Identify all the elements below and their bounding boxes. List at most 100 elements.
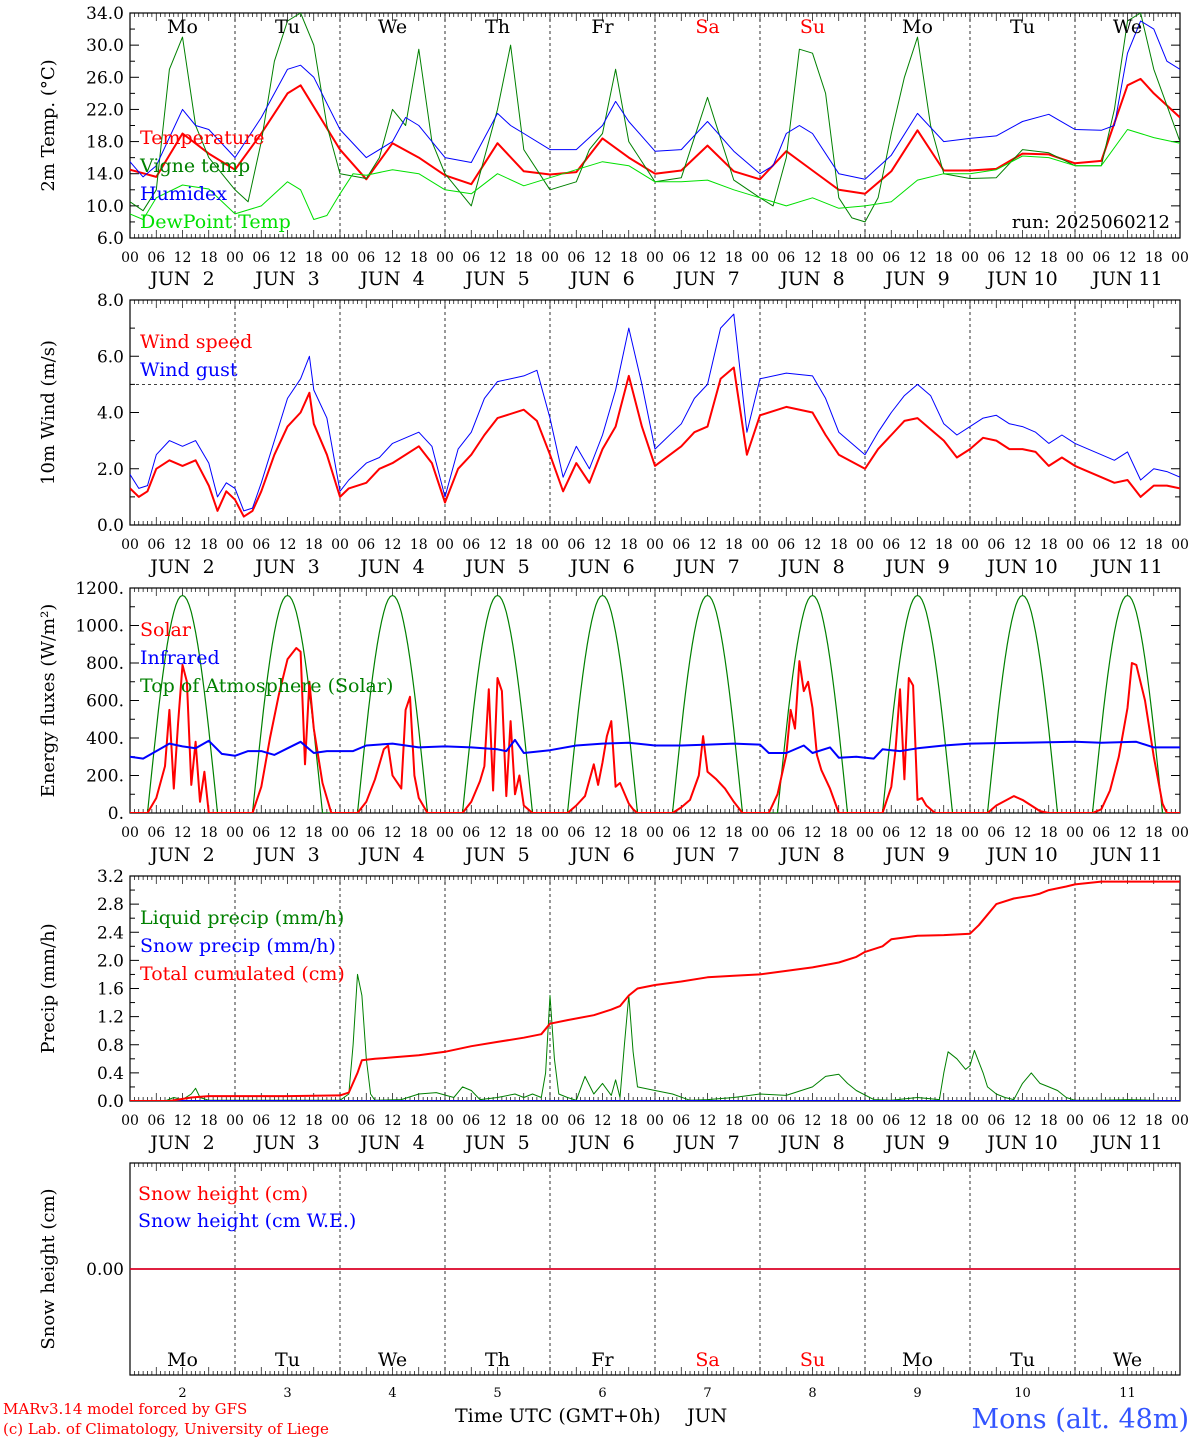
temp-hour-label: 06 xyxy=(882,250,900,266)
legend-infrared: Infrared xyxy=(140,647,220,669)
energy-hour-label: 12 xyxy=(384,825,402,841)
temp-hour-label: 12 xyxy=(594,250,612,266)
precip-hour-label: 18 xyxy=(1040,1113,1058,1129)
precip-hour-label: 00 xyxy=(961,1113,979,1129)
wind-hour-label: 12 xyxy=(279,537,297,553)
bottom-day-number: 7 xyxy=(703,1386,711,1401)
energy-y-axis-label: Energy fluxes (W/m²) xyxy=(38,604,59,798)
precip-y-axis-label: Precip (mm/h) xyxy=(38,923,59,1053)
run-label: run: 2025060212 xyxy=(1012,212,1170,233)
wind-date-label: JUN 4 xyxy=(358,556,424,578)
solar-series-line xyxy=(130,647,1180,813)
energy-y-tick-label: 800. xyxy=(86,654,124,674)
precip-hour-label: 06 xyxy=(777,1113,795,1129)
energy-hour-label: 18 xyxy=(1145,825,1163,841)
precip-hour-label: 12 xyxy=(384,1113,402,1129)
wind-hour-label: 18 xyxy=(200,537,218,553)
temp-date-label: JUN 7 xyxy=(673,268,739,290)
energy-hour-label: 00 xyxy=(856,825,874,841)
precip-hour-label: 06 xyxy=(1092,1113,1110,1129)
energy-hour-label: 00 xyxy=(1066,825,1084,841)
energy-hour-label: 00 xyxy=(226,825,244,841)
precip-hour-label: 06 xyxy=(147,1113,165,1129)
wind-hour-label: 18 xyxy=(305,537,323,553)
vigne-temp-series-line xyxy=(130,13,1180,223)
energy-hour-label: 00 xyxy=(436,825,454,841)
wind-hour-label: 18 xyxy=(725,537,743,553)
temp-hour-label: 06 xyxy=(147,250,165,266)
weekday-label: We xyxy=(378,16,407,38)
energy-y-tick-label: 1000. xyxy=(75,617,124,637)
precip-y-tick-label: 1.2 xyxy=(97,1008,124,1028)
precip-hour-label: 18 xyxy=(830,1113,848,1129)
precip-hour-label: 00 xyxy=(1171,1113,1189,1129)
bottom-weekday-label: Su xyxy=(800,1349,825,1371)
snow-panel: 0.00 Snow height (cm) Snow height (cm) Snow… xyxy=(38,1162,1181,1401)
energy-hour-label: 12 xyxy=(804,825,822,841)
precip-hour-label: 12 xyxy=(804,1113,822,1129)
temp-date-label: JUN 3 xyxy=(253,268,319,290)
legend-solar: Solar xyxy=(140,619,192,641)
wind-hour-label: 18 xyxy=(620,537,638,553)
precip-hour-label: 18 xyxy=(1145,1113,1163,1129)
legend-temperature: Temperature xyxy=(140,127,264,149)
bottom-day-number: 4 xyxy=(388,1386,396,1401)
energy-hour-label: 06 xyxy=(882,825,900,841)
bottom-day-number: 10 xyxy=(1014,1386,1031,1401)
dewpoint-temp-series-line xyxy=(130,129,1180,220)
bottom-day-number: 2 xyxy=(178,1386,186,1401)
time-axis-month: JUN xyxy=(685,1405,727,1427)
temp-panel: 6.0 10.0 14.0 18.0 22.0 26.0 30.0 34.0 2m Temp. … xyxy=(38,4,1189,290)
bottom-weekday-label: Fr xyxy=(591,1349,614,1371)
temp-date-label: JUN 6 xyxy=(568,268,634,290)
wind-hour-label: 12 xyxy=(174,537,192,553)
wind-hour-label: 18 xyxy=(1145,537,1163,553)
bottom-weekday-label: Tu xyxy=(275,1349,300,1371)
wind-y-tick-label: 8.0 xyxy=(97,291,124,311)
temp-hour-label: 06 xyxy=(357,250,375,266)
temp-hour-label: 06 xyxy=(987,250,1005,266)
energy-hour-label: 06 xyxy=(567,825,585,841)
precip-date-label: JUN 9 xyxy=(883,1132,949,1154)
wind-date-label: JUN 5 xyxy=(463,556,529,578)
energy-panel: 0. 200. 400. 600. 800. 1000. 1200. Energy fluxe… xyxy=(38,579,1189,866)
precip-hour-label: 12 xyxy=(699,1113,717,1129)
wind-hour-label: 12 xyxy=(1119,537,1137,553)
wind-speed-series-line xyxy=(130,366,1180,518)
energy-y-tick-label: 1200. xyxy=(75,579,124,599)
wind-date-label: JUN 10 xyxy=(985,556,1057,578)
energy-date-label: JUN 4 xyxy=(358,844,424,866)
wind-date-label: JUN 11 xyxy=(1090,556,1162,578)
energy-hour-label: 06 xyxy=(462,825,480,841)
temp-hour-label: 06 xyxy=(462,250,480,266)
energy-hour-label: 06 xyxy=(1092,825,1110,841)
precip-y-tick-label: 0.0 xyxy=(97,1092,124,1112)
energy-hour-label: 12 xyxy=(279,825,297,841)
energy-hour-label: 06 xyxy=(987,825,1005,841)
energy-y-tick-label: 600. xyxy=(86,692,124,712)
humidex-series-line xyxy=(130,20,1180,180)
temp-hour-label: 12 xyxy=(699,250,717,266)
precip-hour-label: 00 xyxy=(1066,1113,1084,1129)
wind-hour-label: 06 xyxy=(357,537,375,553)
temp-hour-label: 00 xyxy=(1171,250,1189,266)
temp-hour-label: 06 xyxy=(672,250,690,266)
wind-plot-area xyxy=(130,313,1180,518)
wind-hour-label: 06 xyxy=(1092,537,1110,553)
energy-y-tick-label: 200. xyxy=(86,767,124,787)
temp-hour-label: 00 xyxy=(856,250,874,266)
precip-date-label: JUN 7 xyxy=(673,1132,739,1154)
wind-y-tick-label: 0.0 xyxy=(97,516,124,536)
wind-hour-label: 06 xyxy=(462,537,480,553)
temp-y-tick-label: 18.0 xyxy=(86,133,124,153)
weekday-label: Sa xyxy=(695,16,719,38)
temp-hour-label: 06 xyxy=(252,250,270,266)
energy-hour-label: 00 xyxy=(751,825,769,841)
temp-hour-label: 00 xyxy=(961,250,979,266)
station-label: Mons (alt. 48m) xyxy=(971,1404,1189,1435)
precip-hour-label: 18 xyxy=(200,1113,218,1129)
temp-date-label: JUN 9 xyxy=(883,268,949,290)
wind-hour-label: 12 xyxy=(804,537,822,553)
temp-hour-label: 06 xyxy=(777,250,795,266)
wind-hour-label: 18 xyxy=(410,537,428,553)
